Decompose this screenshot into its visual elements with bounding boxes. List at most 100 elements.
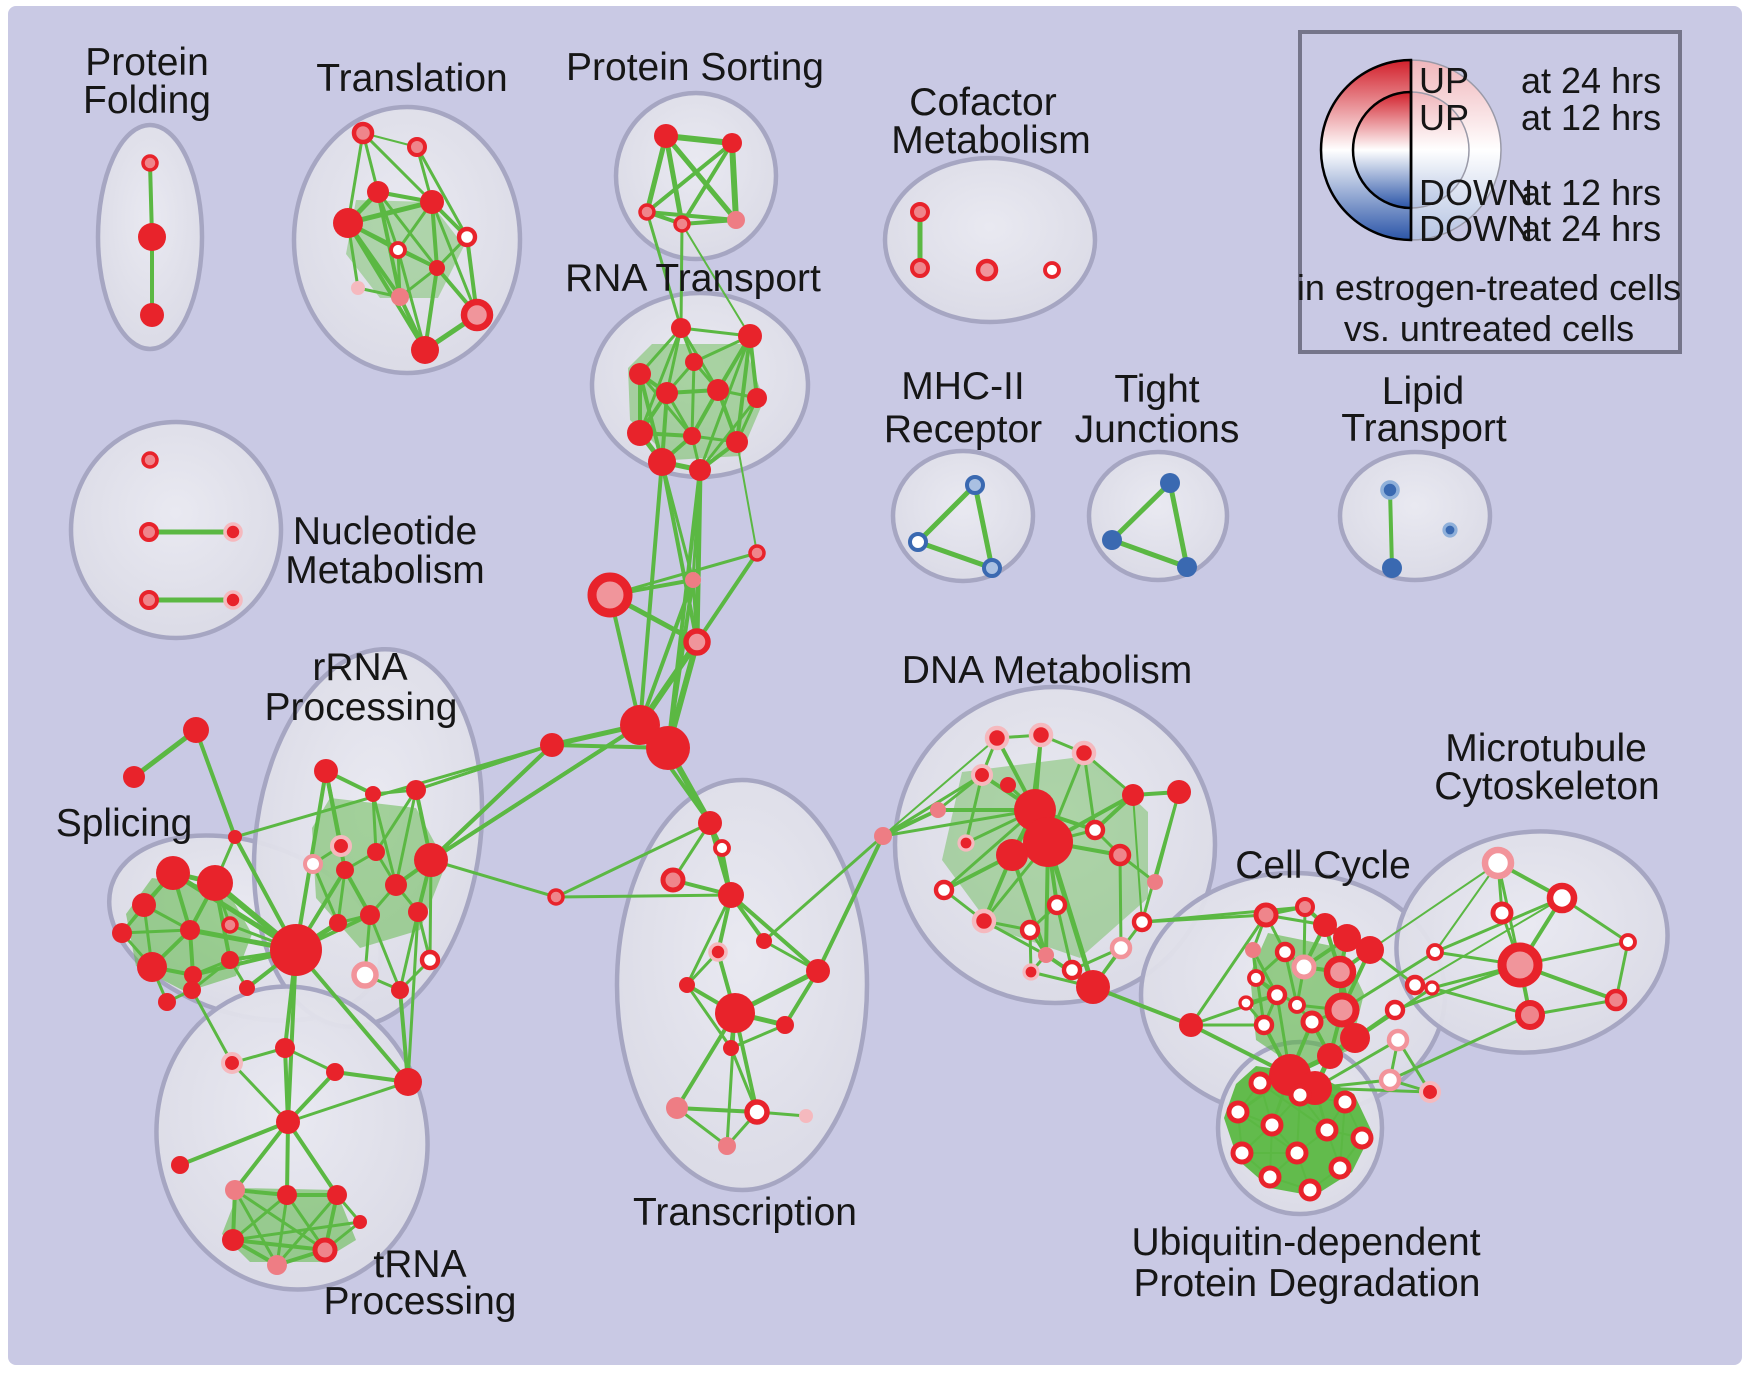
network-node-solid-red[interactable] bbox=[275, 1038, 295, 1058]
network-node-red-ring-pink-center[interactable] bbox=[1604, 988, 1628, 1012]
network-node-pale-ring-red-center[interactable] bbox=[1028, 722, 1054, 748]
network-node-solid-red[interactable] bbox=[270, 924, 322, 976]
network-node-red-ring-white-center[interactable] bbox=[1285, 1141, 1309, 1165]
network-node-red-ring-white-center[interactable] bbox=[389, 241, 407, 259]
network-node-solid-red[interactable] bbox=[756, 933, 772, 949]
network-node-red-ring-white-center[interactable] bbox=[1274, 941, 1296, 963]
network-node-red-ring-white-center[interactable] bbox=[1131, 911, 1153, 933]
network-node-solid-red[interactable] bbox=[353, 1215, 367, 1229]
network-node-solid-red[interactable] bbox=[360, 905, 380, 925]
network-node-solid-blue[interactable] bbox=[1160, 473, 1180, 493]
network-node-pale-ring-red-center[interactable] bbox=[971, 908, 997, 934]
network-node-pink-ring-white-center[interactable] bbox=[303, 854, 323, 874]
network-node-red-ring-white-center[interactable] bbox=[456, 226, 478, 248]
network-node-solid-red[interactable] bbox=[1023, 817, 1073, 867]
network-node-solid-red[interactable] bbox=[132, 893, 156, 917]
network-node-solid-red[interactable] bbox=[239, 980, 255, 996]
network-node-solid-red[interactable] bbox=[707, 379, 729, 401]
network-node-red-ring-white-center[interactable] bbox=[1226, 1100, 1250, 1124]
network-node-red-ring-pink-center[interactable] bbox=[407, 137, 427, 157]
network-node-pale-ring-red-center[interactable] bbox=[1071, 740, 1097, 766]
network-node-pink-ring-white-center[interactable] bbox=[1291, 954, 1317, 980]
network-node-solid-pink[interactable] bbox=[685, 572, 701, 588]
network-node-pink-ring-white-center[interactable] bbox=[1378, 1068, 1402, 1092]
network-node-solid-red[interactable] bbox=[1333, 924, 1361, 952]
network-node-red-ring-pink-center[interactable] bbox=[141, 451, 159, 469]
network-node-solid-red[interactable] bbox=[138, 223, 166, 251]
network-node-solid-red[interactable] bbox=[391, 981, 409, 999]
network-node-red-ring-pink-center[interactable] bbox=[1253, 902, 1279, 928]
network-node-solid-red[interactable] bbox=[620, 705, 660, 745]
network-node-red-ring-white-center[interactable] bbox=[1490, 901, 1514, 925]
network-node-solid-red[interactable] bbox=[747, 388, 767, 408]
network-node-red-ring-pink-center[interactable] bbox=[141, 154, 159, 172]
network-node-red-ring-white-center[interactable] bbox=[1333, 1090, 1357, 1114]
network-node-solid-red[interactable] bbox=[385, 874, 407, 896]
network-node-solid-blue[interactable] bbox=[1177, 557, 1197, 577]
network-node-solid-red[interactable] bbox=[158, 993, 176, 1011]
network-node-red-ring-white-center[interactable] bbox=[1019, 919, 1041, 941]
network-node-solid-red[interactable] bbox=[408, 902, 428, 922]
network-node-solid-pink[interactable] bbox=[874, 827, 892, 845]
network-node-red-ring-white-center[interactable] bbox=[1061, 959, 1083, 981]
network-node-solid-red[interactable] bbox=[627, 420, 653, 446]
network-node-solid-red[interactable] bbox=[671, 318, 691, 338]
network-node-red-ring-pink-core[interactable] bbox=[683, 628, 711, 656]
network-node-solid-red[interactable] bbox=[156, 856, 190, 890]
network-node-red-ring-white-center[interactable] bbox=[1084, 819, 1106, 841]
network-node-solid-red[interactable] bbox=[648, 448, 676, 476]
network-node-solid-red[interactable] bbox=[336, 861, 354, 879]
network-node-red-ring-pink-center[interactable] bbox=[910, 258, 930, 278]
network-node-red-ring-pink-center[interactable] bbox=[547, 888, 565, 906]
network-node-red-ring-pink-core[interactable] bbox=[460, 298, 494, 332]
network-node-solid-red[interactable] bbox=[367, 181, 389, 203]
network-node-red-ring-white-center[interactable] bbox=[1546, 882, 1578, 914]
network-node-red-ring-pink-center[interactable] bbox=[1515, 1000, 1545, 1030]
network-node-solid-red[interactable] bbox=[629, 363, 651, 385]
network-node-red-ring-pink-core[interactable] bbox=[975, 258, 999, 282]
network-node-red-ring-pink-core[interactable] bbox=[1497, 942, 1543, 988]
network-node-red-ring-white-center[interactable] bbox=[1619, 933, 1637, 951]
network-node-solid-red[interactable] bbox=[722, 133, 742, 153]
network-node-red-ring-pink-center[interactable] bbox=[221, 916, 239, 934]
network-node-solid-pale-pink[interactable] bbox=[351, 281, 365, 295]
network-node-solid-pink[interactable] bbox=[391, 288, 409, 306]
network-node-pale-ring-red-center[interactable] bbox=[223, 522, 243, 542]
network-node-solid-red[interactable] bbox=[1313, 913, 1337, 937]
network-node-pale-ring-red-center[interactable] bbox=[220, 1051, 244, 1075]
network-node-red-ring-white-center[interactable] bbox=[1248, 1071, 1272, 1095]
network-node-solid-red[interactable] bbox=[137, 952, 167, 982]
network-node-solid-red[interactable] bbox=[326, 1063, 344, 1081]
network-node-solid-pink[interactable] bbox=[930, 802, 946, 818]
network-node-red-ring-white-center[interactable] bbox=[1288, 1083, 1312, 1107]
network-node-solid-red[interactable] bbox=[197, 865, 233, 901]
network-node-red-ring-pink-core[interactable] bbox=[1324, 992, 1360, 1028]
network-node-red-ring-white-center[interactable] bbox=[1288, 996, 1306, 1014]
network-node-solid-red[interactable] bbox=[314, 759, 338, 783]
network-node-solid-red[interactable] bbox=[718, 882, 744, 908]
network-node-solid-red[interactable] bbox=[180, 920, 200, 940]
network-node-solid-pink[interactable] bbox=[225, 1180, 245, 1200]
network-node-blue-ring-white-center[interactable] bbox=[908, 532, 928, 552]
network-node-solid-blue[interactable] bbox=[1102, 530, 1122, 550]
network-node-red-ring-white-center[interactable] bbox=[1315, 1118, 1339, 1142]
network-node-pale-ring-red-center[interactable] bbox=[329, 834, 353, 858]
network-node-red-ring-white-center[interactable] bbox=[1350, 1126, 1374, 1150]
network-node-red-ring-pink-center[interactable] bbox=[139, 522, 159, 542]
network-node-red-ring-pink-core[interactable] bbox=[1323, 955, 1357, 989]
network-node-pale-ring-red-center[interactable] bbox=[957, 834, 975, 852]
network-node-pink-ring-white-center[interactable] bbox=[1109, 936, 1133, 960]
network-node-solid-red[interactable] bbox=[221, 951, 239, 969]
network-node-solid-red[interactable] bbox=[654, 124, 678, 148]
network-node-solid-red[interactable] bbox=[329, 914, 347, 932]
network-node-solid-pink[interactable] bbox=[718, 1137, 736, 1155]
network-node-solid-red[interactable] bbox=[726, 431, 748, 453]
network-node-solid-red[interactable] bbox=[327, 1185, 347, 1205]
network-node-pink-ring-white-center[interactable] bbox=[1481, 846, 1515, 880]
network-node-solid-red[interactable] bbox=[1340, 1023, 1370, 1053]
network-node-solid-pink[interactable] bbox=[267, 1255, 287, 1275]
network-node-solid-pink[interactable] bbox=[1147, 874, 1163, 890]
network-node-red-ring-white-center[interactable] bbox=[1404, 974, 1426, 996]
network-node-red-ring-white-center[interactable] bbox=[1384, 999, 1406, 1021]
network-node-blue-ring-steel-center[interactable] bbox=[982, 558, 1002, 578]
